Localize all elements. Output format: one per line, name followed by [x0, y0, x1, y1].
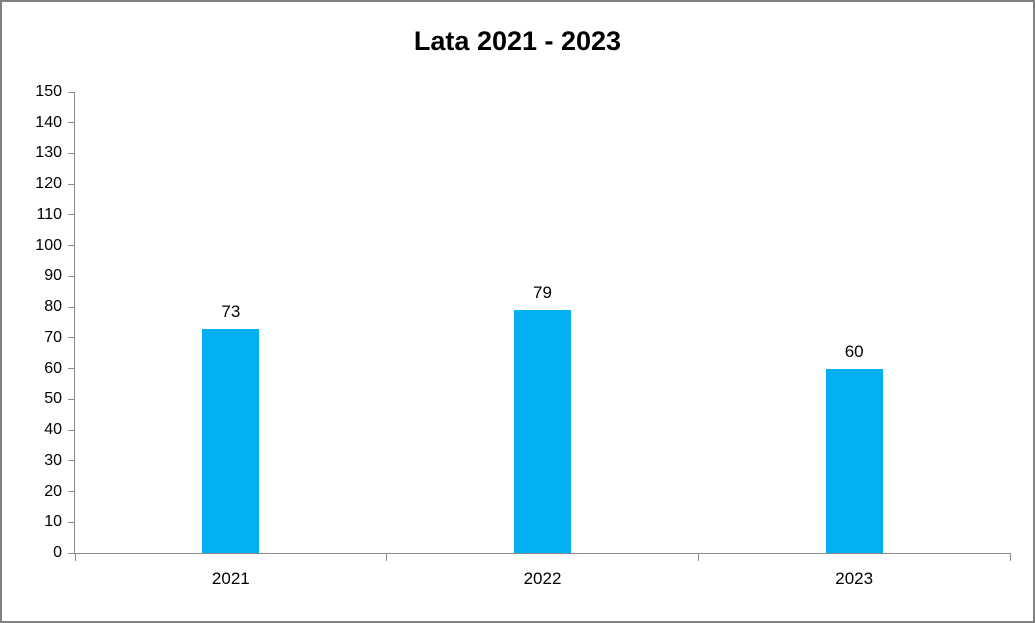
y-axis-tick — [68, 91, 75, 93]
plot-area: 0 10 20 30 40 50 60 70 80 90 100 110 120 130 140 150 73 2… — [35, 84, 1011, 588]
y-axis-tick-label: 60 — [44, 359, 62, 377]
y-axis-tick-label: 140 — [35, 113, 62, 131]
x-category-label: 2021 — [211, 569, 250, 588]
y-axis-tick-label: 20 — [44, 482, 62, 500]
y-axis-tick — [68, 245, 75, 247]
y-axis-tick-label: 130 — [35, 144, 62, 162]
bar-value-label: 79 — [533, 283, 552, 303]
y-axis-tick — [68, 275, 75, 277]
bar — [825, 368, 883, 553]
x-axis-tick — [74, 553, 76, 561]
x-axis-tick — [697, 553, 699, 561]
y-axis-tick-label: 0 — [53, 544, 62, 561]
y-axis-tick — [68, 552, 75, 554]
y-axis-tick — [68, 152, 75, 154]
y-axis-tick — [68, 521, 75, 523]
y-axis-tick-label: 80 — [44, 298, 62, 316]
x-category-label: 2022 — [523, 569, 562, 588]
y-axis-tick-label: 150 — [35, 83, 62, 100]
y-axis-tick-label: 90 — [44, 267, 62, 285]
y-axis-tick-label: 30 — [44, 451, 62, 469]
y-axis-tick-label: 40 — [44, 421, 62, 439]
x-axis-tick — [1009, 553, 1011, 561]
x-axis-tick — [386, 553, 388, 561]
y-axis-tick-label: 110 — [36, 205, 62, 223]
y-axis-tick-label: 10 — [44, 513, 62, 531]
y-axis-tick — [68, 337, 75, 339]
y-axis-tick — [68, 183, 75, 185]
y-axis-tick — [68, 368, 75, 370]
y-axis-tick-label: 70 — [44, 328, 62, 346]
y-axis-tick-label: 50 — [44, 390, 62, 408]
y-axis-tick — [68, 460, 75, 462]
y-axis-tick — [68, 306, 75, 308]
y-axis-tick — [68, 122, 75, 124]
bar-value-label: 73 — [221, 301, 241, 321]
bar — [202, 328, 260, 553]
y-axis-tick — [68, 491, 75, 493]
y-axis-tick-label: 100 — [35, 236, 62, 254]
y-axis-tick — [68, 214, 75, 216]
y-axis-tick — [68, 398, 75, 400]
chart-title: Lata 2021 - 2023 — [413, 26, 622, 56]
bar-value-label: 60 — [844, 341, 864, 361]
bar — [514, 310, 571, 553]
x-category-label: 2023 — [835, 569, 874, 588]
y-axis-tick — [68, 429, 75, 431]
y-axis-tick-label: 120 — [35, 175, 62, 193]
